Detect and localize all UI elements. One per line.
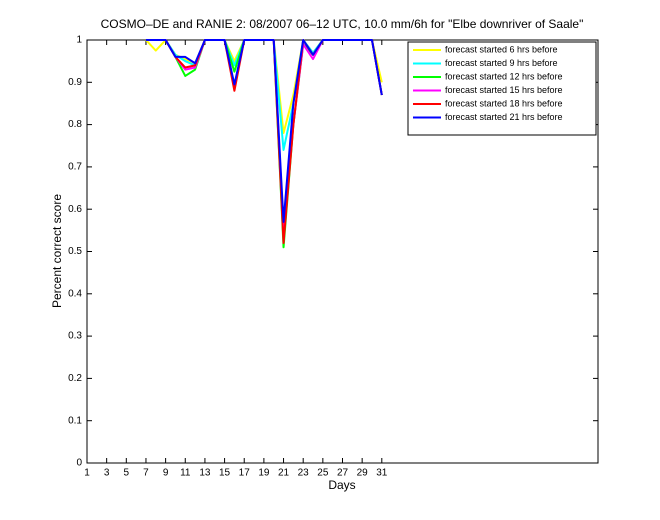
y-tick-label: 1 — [76, 35, 82, 46]
x-tick-label: 19 — [258, 468, 270, 479]
x-tick-label: 15 — [219, 468, 231, 479]
x-tick-label: 27 — [337, 468, 349, 479]
legend-box — [407, 41, 597, 136]
legend-label: forecast started 18 hrs before — [445, 98, 563, 108]
legend-label: forecast started 9 hrs before — [445, 58, 558, 68]
y-tick-label: 0.4 — [68, 288, 82, 299]
legend-label: forecast started 12 hrs before — [445, 71, 563, 81]
y-tick-label: 0.7 — [68, 162, 82, 173]
x-tick-label: 13 — [199, 468, 211, 479]
y-tick-label: 0.2 — [68, 373, 82, 384]
x-tick-label: 17 — [239, 468, 251, 479]
legend-label: forecast started 21 hrs before — [445, 112, 563, 122]
x-tick-label: 23 — [298, 468, 310, 479]
y-tick-label: 0 — [76, 458, 82, 469]
x-tick-label: 11 — [180, 468, 191, 479]
x-tick-label: 25 — [317, 468, 329, 479]
chart-title: COSMO–DE and RANIE 2: 08/2007 06–12 UTC,… — [101, 17, 584, 31]
y-tick-label: 0.9 — [68, 77, 82, 88]
x-tick-label: 5 — [124, 468, 130, 479]
x-tick-label: 21 — [278, 468, 290, 479]
y-tick-label: 0.3 — [68, 331, 82, 342]
y-tick-label: 0.5 — [68, 246, 82, 257]
x-tick-label: 1 — [84, 468, 90, 479]
y-tick-label: 0.1 — [68, 415, 82, 426]
legend-label: forecast started 6 hrs before — [445, 44, 558, 54]
x-tick-label: 9 — [163, 468, 169, 479]
x-tick-label: 31 — [376, 468, 388, 479]
x-axis-label: Days — [328, 478, 355, 492]
legend-label: forecast started 15 hrs before — [445, 85, 563, 95]
x-tick-label: 7 — [143, 468, 149, 479]
series-line — [145, 39, 383, 223]
y-axis-label: Percent correct score — [50, 194, 64, 308]
y-tick-label: 0.8 — [68, 119, 82, 130]
y-tick-label: 0.6 — [68, 204, 82, 215]
x-tick-label: 29 — [357, 468, 369, 479]
x-tick-label: 3 — [104, 468, 110, 479]
